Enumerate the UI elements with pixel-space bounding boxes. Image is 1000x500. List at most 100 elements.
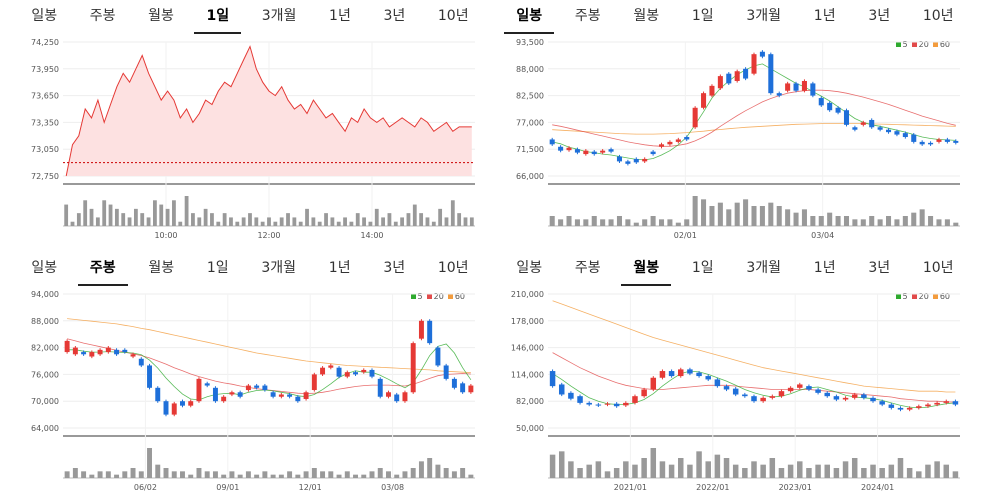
candle (97, 349, 103, 355)
period-tabs: 일봉 주봉 월봉 1일 3개월 1년 3년 10년 (15, 252, 485, 286)
tab-3year[interactable]: 3년 (868, 260, 891, 276)
volume-bar (374, 208, 379, 226)
candle (751, 396, 757, 402)
x-tick-label: 2022/01 (696, 483, 729, 492)
tab-3year[interactable]: 3년 (383, 8, 406, 24)
tab-1year[interactable]: 1년 (329, 8, 351, 24)
candle (591, 151, 597, 155)
volume-bar (89, 474, 95, 478)
tab-10year[interactable]: 10년 (437, 260, 469, 276)
tab-1year[interactable]: 1년 (328, 260, 351, 276)
tab-3year[interactable]: 3년 (868, 8, 891, 24)
tab-monthly[interactable]: 월봉 (633, 8, 660, 24)
tab-weekly[interactable]: 주봉 (574, 260, 601, 276)
y-tick-label: 146,000 (511, 344, 544, 353)
ma60-line (552, 300, 956, 393)
volume-bar (262, 471, 268, 478)
candle (245, 385, 251, 391)
x-tick-label: 12/01 (299, 483, 322, 492)
volume-bar (292, 217, 297, 226)
candle (632, 396, 638, 403)
candle (410, 343, 416, 393)
tab-3month[interactable]: 3개월 (746, 260, 782, 276)
tab-monthly[interactable]: 월봉 (148, 8, 174, 24)
candle (734, 71, 740, 81)
candle (810, 83, 816, 96)
y-tick-label: 77,000 (516, 118, 544, 127)
volume-bar (734, 202, 740, 226)
candle (221, 396, 227, 402)
volume-bar (776, 206, 782, 226)
volume-bar (723, 458, 730, 478)
volume-bar (241, 217, 246, 226)
candle (785, 83, 791, 91)
tab-1year[interactable]: 1년 (813, 260, 836, 276)
volume-bar (278, 474, 284, 478)
tab-daily[interactable]: 일봉 (31, 260, 58, 276)
candle (287, 394, 293, 397)
volume-bar (122, 471, 128, 478)
candle (911, 134, 917, 142)
volume-bar (394, 474, 400, 478)
x-tick-label: 12:00 (257, 231, 280, 240)
volume-bar (180, 471, 185, 478)
volume-bar (165, 208, 170, 226)
tab-10year[interactable]: 10년 (437, 8, 469, 24)
tab-1day[interactable]: 1일 (691, 8, 714, 24)
volume-bar (911, 212, 917, 226)
tab-weekly[interactable]: 주봉 (77, 253, 128, 286)
volume-bar (311, 217, 316, 226)
tab-1year[interactable]: 1년 (813, 8, 836, 24)
tab-3month[interactable]: 3개월 (746, 8, 782, 24)
volume-bar (815, 464, 821, 478)
volume-bar (393, 221, 398, 226)
volume-bar (743, 199, 749, 226)
intraday-area-chart: 74,250 73,950 73,650 73,350 73,050 72,750 10:0… (31, 38, 475, 240)
volume-bar (64, 204, 69, 226)
tab-1day[interactable]: 1일 (206, 260, 229, 276)
y-tick-label: 82,000 (516, 397, 544, 406)
candle (369, 369, 375, 377)
candle (138, 358, 144, 366)
tab-daily[interactable]: 일봉 (31, 8, 58, 24)
volume-bar (336, 474, 342, 478)
y-tick-label: 70,000 (31, 397, 59, 406)
volume-bar (235, 221, 240, 226)
tab-1day[interactable]: 1일 (194, 1, 241, 34)
tab-3year[interactable]: 3년 (383, 260, 406, 276)
volume-bar (311, 468, 317, 478)
tab-weekly[interactable]: 주봉 (89, 8, 116, 24)
candle (443, 365, 449, 379)
volume-bar (435, 464, 441, 478)
tab-monthly[interactable]: 월봉 (148, 260, 175, 276)
tab-daily[interactable]: 일봉 (516, 260, 543, 276)
volume-bar (400, 217, 405, 226)
candle (934, 402, 940, 405)
volume-bar (641, 458, 647, 478)
tab-monthly[interactable]: 월봉 (621, 253, 671, 286)
tab-3month[interactable]: 3개월 (261, 260, 297, 276)
volume-bar (443, 468, 449, 478)
candle (751, 54, 757, 74)
volume-bar (894, 219, 900, 226)
volume-bar (130, 468, 136, 478)
volume-bar (851, 458, 858, 478)
tab-1day[interactable]: 1일 (691, 260, 714, 276)
tab-3month[interactable]: 3개월 (261, 8, 297, 24)
volume-bar (692, 196, 698, 226)
volume-bar (843, 216, 850, 226)
volume-bar (902, 216, 908, 226)
volume-bar (818, 216, 824, 226)
y-tick-label: 93,500 (516, 38, 544, 47)
volume-bar (787, 464, 794, 478)
tab-daily[interactable]: 일봉 (504, 1, 554, 34)
volume-bar (64, 471, 70, 478)
candle (311, 374, 317, 391)
volume-bar (888, 464, 895, 478)
tab-10year[interactable]: 10년 (922, 8, 954, 24)
tab-10year[interactable]: 10년 (922, 260, 954, 276)
tab-weekly[interactable]: 주봉 (574, 8, 601, 24)
volume-bar (642, 219, 648, 226)
volume-bar (574, 219, 580, 226)
volume-bar (684, 219, 690, 226)
